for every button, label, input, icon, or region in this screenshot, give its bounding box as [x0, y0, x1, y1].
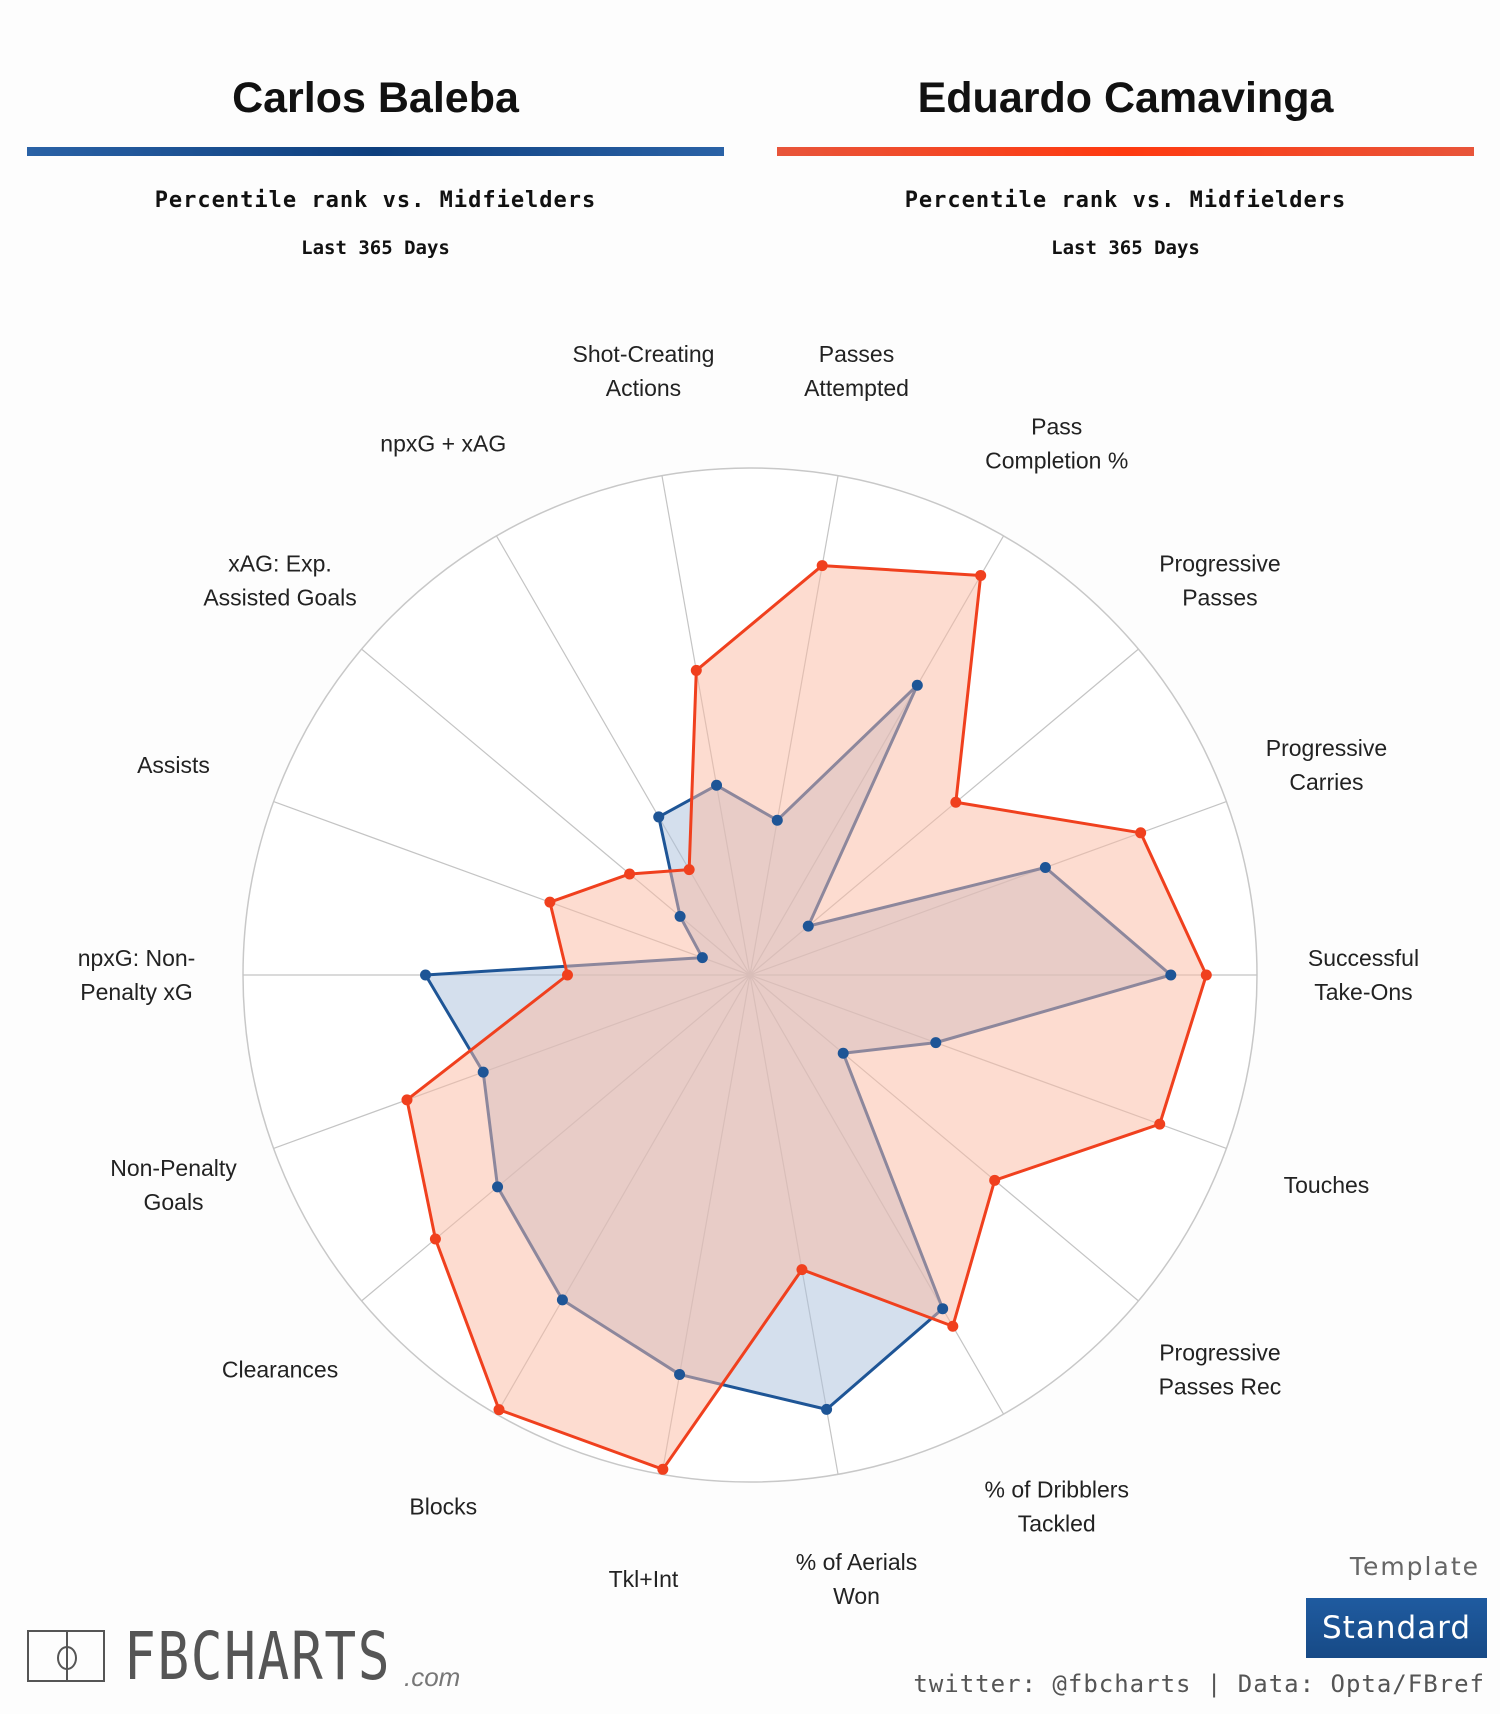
axis-label: npxG: Non-Penalty xG [78, 945, 196, 1005]
series-1-point-15 [937, 1303, 949, 1315]
axis-label: Pass Completion % [985, 414, 1128, 474]
player-2-color-bar [777, 147, 1474, 156]
template-badge: Standard [1306, 1598, 1487, 1658]
player-1-name: Carlos Baleba [232, 74, 519, 122]
axis-label: npxG + xAG [380, 431, 506, 457]
series-2-point-8 [544, 896, 556, 908]
logo-text: FBCHARTS [124, 1618, 392, 1695]
axis-label: Shot-Creating Actions [573, 341, 715, 401]
axis-label: Successful Take-Ons [1308, 945, 1419, 1005]
player-1-subtitle: Percentile rank vs. Midfielders [154, 188, 597, 213]
series-1-point-17 [930, 1037, 942, 1049]
series-2-point-13 [657, 1463, 669, 1475]
series-2-point-16 [989, 1174, 1001, 1186]
axis-label: Progressive Passes Rec [1159, 1339, 1282, 1399]
axis-label: Progressive Carries [1266, 735, 1387, 795]
axis-label: Assists [137, 752, 210, 778]
series-2-point-1 [1135, 827, 1147, 839]
player-2-name: Eduardo Camavinga [917, 74, 1334, 122]
series-1-point-2 [802, 920, 814, 932]
series-2-point-15 [947, 1320, 959, 1332]
logo-suffix: .com [404, 1662, 461, 1692]
series-2-point-4 [816, 560, 828, 572]
series-2-point-2 [950, 796, 962, 808]
axis-label: Touches [1284, 1172, 1370, 1198]
axis-label: xAG: Exp. Assisted Goals [203, 551, 356, 611]
series-2-point-3 [975, 569, 987, 581]
fbcharts-logo-icon [27, 1630, 105, 1682]
axis-label: Tkl+Int [609, 1566, 679, 1592]
series-1-point-5 [711, 779, 723, 791]
series-1-point-0 [1165, 969, 1177, 981]
series-1-point-12 [556, 1294, 568, 1306]
series-2-point-11 [429, 1233, 441, 1245]
series-1-point-7 [674, 910, 686, 922]
player-2-period: Last 365 Days [1051, 237, 1200, 259]
series-2-point-14 [796, 1264, 808, 1276]
series-1-point-8 [696, 952, 708, 964]
player-1-period: Last 365 Days [301, 237, 450, 259]
series-1-point-3 [911, 679, 923, 691]
series-1-point-1 [1039, 861, 1051, 873]
series-1-point-16 [837, 1047, 849, 1059]
axis-label: % of Dribblers Tackled [985, 1476, 1129, 1536]
axis-label: Blocks [409, 1493, 477, 1519]
axis-label: Passes Attempted [804, 341, 909, 401]
template-label: Template [1349, 1552, 1480, 1581]
series-2-point-10 [401, 1094, 413, 1106]
axis-label: Non-Penalty Goals [110, 1155, 237, 1215]
series-2-point-0 [1200, 969, 1212, 981]
player-1-color-bar [27, 147, 724, 156]
series-2-point-17 [1154, 1118, 1166, 1130]
series-2-point-7 [624, 868, 636, 880]
series-1-point-4 [771, 814, 783, 826]
series-2-point-5 [690, 664, 702, 676]
axis-label: % of Aerials Won [796, 1549, 917, 1609]
series-1-point-9 [420, 969, 432, 981]
series-1-point-11 [492, 1181, 504, 1193]
player-2-subtitle: Percentile rank vs. Midfielders [904, 188, 1347, 213]
series-1-point-14 [821, 1403, 833, 1415]
credit-text: twitter: @fbcharts | Data: Opta/FBref [913, 1670, 1485, 1698]
series-2-point-9 [561, 969, 573, 981]
series-1-point-13 [674, 1368, 686, 1380]
series-1-point-10 [477, 1066, 489, 1078]
series-2-point-12 [493, 1404, 505, 1416]
axis-label: Progressive Passes [1159, 551, 1280, 611]
series-2-point-6 [683, 864, 695, 876]
series-1-point-6 [653, 811, 665, 823]
axis-label: Clearances [222, 1356, 338, 1382]
